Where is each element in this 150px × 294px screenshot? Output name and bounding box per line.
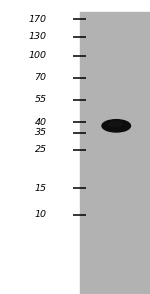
Text: 170: 170 (28, 15, 46, 24)
Text: 35: 35 (34, 128, 46, 137)
Text: 40: 40 (34, 118, 46, 126)
Text: 55: 55 (34, 96, 46, 104)
Text: 25: 25 (34, 146, 46, 154)
Bar (80, 12, 150, 294)
Bar (80, 12, 150, 294)
Ellipse shape (109, 122, 122, 126)
Ellipse shape (102, 120, 130, 132)
Text: 10: 10 (34, 210, 46, 219)
Text: 130: 130 (28, 32, 46, 41)
Text: 100: 100 (28, 51, 46, 60)
Text: 70: 70 (34, 74, 46, 82)
Text: 15: 15 (34, 184, 46, 193)
